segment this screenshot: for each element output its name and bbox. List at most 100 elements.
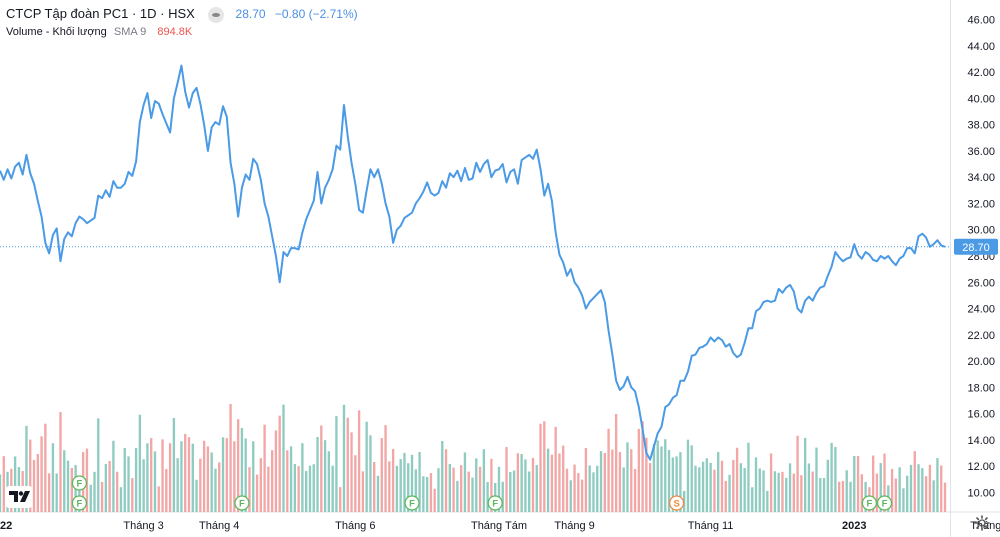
volume-bar [176,458,179,512]
event-marker-f[interactable]: F [71,495,88,511]
event-marker-label: S [673,499,679,510]
volume-bar [320,425,323,512]
volume-bar [546,448,550,512]
volume-bar [225,438,228,512]
volume-legend: Volume - Khối lượng SMA 9 894.8K [6,26,192,38]
volume-bar [425,477,429,512]
volume-bar [834,447,837,512]
volume-bar [418,451,421,512]
volume-bar [660,446,663,512]
volume-bar [66,460,70,512]
event-marker-f[interactable]: F [71,475,88,491]
volume-bar [792,473,795,512]
volume-bar [422,476,425,512]
volume-bar [25,425,28,512]
event-marker-label: F [409,499,415,510]
event-marker-circle [487,495,503,511]
volume-bar [698,467,701,512]
volume-bar [89,484,92,512]
volume-bar [675,456,678,512]
volume-bar [150,438,153,512]
volume-bar [399,459,402,512]
volume-bar [713,469,716,512]
volume-bar [860,474,864,512]
event-marker-f[interactable]: F [861,495,878,511]
volume-bar [641,421,644,512]
volume-bar [127,456,130,512]
event-marker-s[interactable]: S [668,495,685,511]
volume-bar [180,441,183,512]
volume-bar [773,471,777,512]
event-marker-f[interactable]: F [404,495,420,511]
volume-bar [482,449,486,512]
volume-bar [766,490,769,512]
volume-bar [36,454,39,512]
volume-bar [369,435,372,512]
volume-bar [694,465,697,512]
volume-bar [161,439,164,512]
event-marker-circle [861,495,878,511]
volume-bar [928,464,932,512]
volume-bar [524,459,527,512]
volume-bar [248,467,251,512]
y-tick-label: 16.00 [967,409,995,421]
volume-bar [59,412,62,512]
volume-bar [652,443,656,512]
volume-bar [599,451,603,512]
volume-bar [720,460,724,512]
volume-bar [890,469,894,512]
volume-bar [637,428,640,512]
y-tick-label: 34.00 [967,172,995,184]
volume-bar [44,423,47,512]
volume-bar [577,473,580,512]
event-marker-f[interactable]: F [876,495,893,511]
event-marker-circle [668,495,685,511]
volume-bar [0,474,2,512]
last-price-badge [954,238,998,255]
last-price: 28.70 [235,7,266,21]
symbol-legend: CTCP Tập đoàn PC1 · 1D · HSX 28.70 −0.80… [6,6,358,23]
volume-bar [47,473,51,512]
event-marker-label: F [76,479,82,490]
volume-bar [853,455,856,512]
volume-bar [376,475,380,512]
volume-bar [282,404,285,512]
volume-bar [441,440,444,512]
volume-bar [13,456,17,512]
volume-bar [709,462,712,512]
volume-bar [339,487,342,512]
volume-bar [354,455,357,512]
volume-bar [312,464,315,512]
volume-bar [569,480,572,512]
volume-bar [365,421,368,512]
volume-bar [596,465,599,512]
volume-bar [168,443,172,512]
volume-bar [554,426,557,512]
volume-bar [475,458,478,512]
volume-bar [671,457,675,512]
volume-bar [622,467,625,512]
volume-bar [187,437,191,512]
tradingview-logo-icon[interactable] [6,486,32,508]
event-marker-f[interactable]: F [234,495,250,511]
event-marker-f[interactable]: F [487,495,503,511]
volume-bar [565,468,569,512]
eye-icon[interactable] [208,6,225,23]
volume-bar [501,481,504,512]
x-tick-label: 2022 [0,520,12,532]
settings-gear-icon[interactable] [974,515,990,531]
volume-bar [85,448,89,512]
volume-bar [32,459,36,512]
volume-bar [728,474,731,512]
volume-bar [437,468,440,512]
volume-bar [580,479,584,512]
volume-bar [785,477,788,512]
volume-bar [316,436,319,512]
volume-bar [100,482,104,512]
volume-bar [289,446,293,512]
volume-bar [123,447,126,512]
volume-bar [244,438,247,512]
volume-bar [754,457,758,512]
event-marker-label: F [882,499,888,510]
